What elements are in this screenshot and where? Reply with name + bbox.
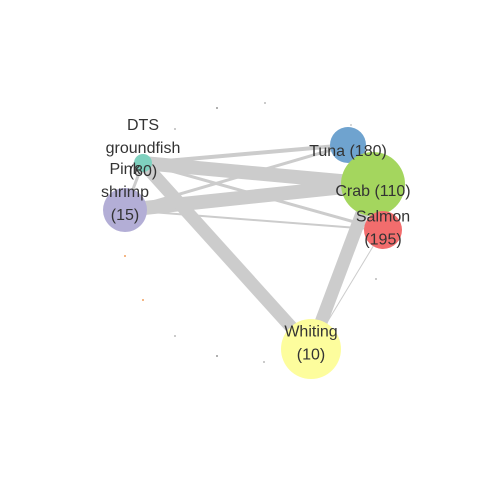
- node-label-line: shrimp: [101, 184, 149, 201]
- nodes-layer: [103, 127, 405, 379]
- stray-dots: [124, 102, 377, 363]
- stray-dot: [124, 255, 126, 257]
- edge-pink-crab: [124, 177, 374, 217]
- node-label-line: (195): [364, 232, 401, 249]
- stray-dot: [142, 299, 144, 301]
- node-label-crab: Crab (110): [335, 183, 410, 200]
- node-label-line: DTS: [127, 117, 159, 134]
- node-label-line: (80): [129, 163, 157, 180]
- node-label-dts: DTS groundfish (80): [106, 117, 181, 180]
- node-salmon[interactable]: [364, 211, 402, 249]
- stray-dot: [350, 124, 352, 126]
- stray-dot: [216, 107, 218, 109]
- node-dts[interactable]: [134, 154, 152, 172]
- stray-dot: [216, 355, 218, 357]
- edges-layer: [123, 143, 384, 354]
- edge-pink-salmon: [124, 209, 384, 231]
- node-label-pink: Pink shrimp (15): [101, 161, 149, 224]
- node-label-line: (15): [111, 207, 139, 224]
- stray-dot: [375, 278, 377, 280]
- edge-dts-whiting: [138, 158, 316, 354]
- stray-dot: [264, 102, 266, 104]
- edge-dts-salmon: [142, 161, 384, 232]
- node-label-tuna: Tuna (180): [309, 143, 387, 160]
- node-label-line: Tuna (180): [309, 143, 387, 160]
- edge-pink-tuna: [124, 143, 349, 212]
- stray-dot: [174, 128, 176, 130]
- edge-dts-tuna: [142, 143, 349, 165]
- node-tuna[interactable]: [330, 127, 366, 163]
- stray-dot: [263, 361, 265, 363]
- node-label-whiting: Whiting (10): [284, 324, 337, 364]
- node-whiting[interactable]: [281, 319, 341, 379]
- node-crab[interactable]: [341, 152, 405, 216]
- node-label-line: Whiting: [284, 324, 337, 341]
- stray-dot: [174, 335, 176, 337]
- node-label-line: Crab (110): [335, 183, 410, 200]
- edge-dts-crab: [142, 156, 374, 191]
- node-label-salmon: Salmon (195): [356, 209, 410, 249]
- node-pink[interactable]: [103, 188, 147, 232]
- node-label-line: Pink: [109, 161, 141, 178]
- node-label-line: (10): [297, 347, 325, 364]
- node-label-line: Salmon: [356, 209, 410, 226]
- labels-layer: DTS groundfish (80)Pink shrimp (15) Tuna (180…: [101, 117, 411, 364]
- node-label-line: groundfish: [106, 140, 181, 157]
